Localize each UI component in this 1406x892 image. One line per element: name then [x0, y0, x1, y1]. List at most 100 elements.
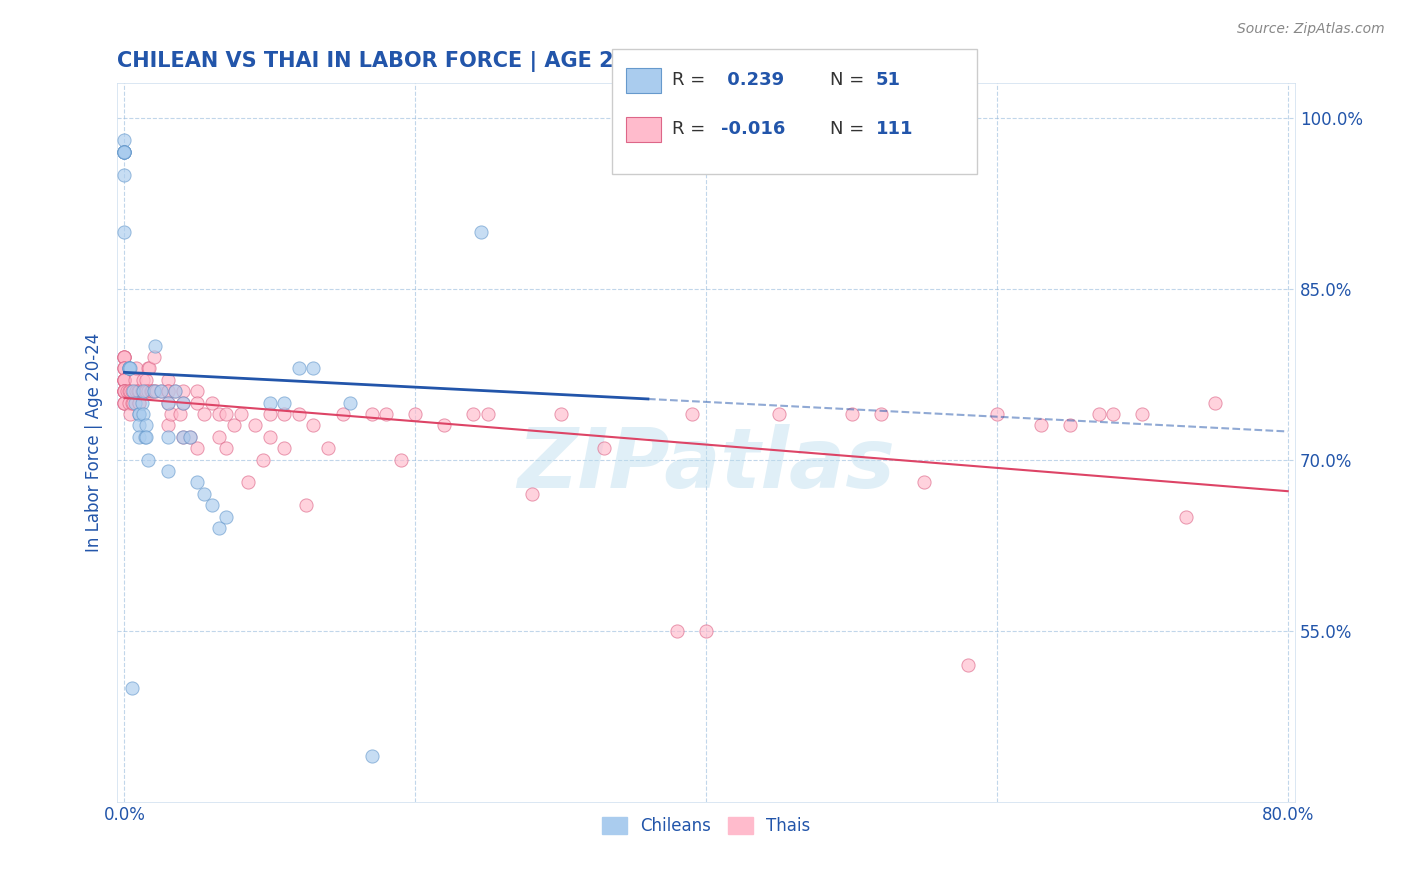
Point	[302, 361, 325, 376]
Point	[114, 384, 136, 399]
Point	[869, 407, 891, 421]
Point	[114, 350, 136, 364]
Point	[259, 395, 281, 409]
Point	[157, 395, 180, 409]
Point	[114, 350, 136, 364]
Point	[128, 395, 150, 409]
Point	[986, 407, 1008, 421]
Point	[134, 384, 156, 399]
Point	[912, 475, 935, 490]
Point	[134, 430, 156, 444]
Text: 51: 51	[876, 71, 901, 89]
Point	[132, 384, 155, 399]
Point	[157, 464, 180, 478]
Point	[695, 624, 717, 638]
Point	[114, 361, 136, 376]
Point	[122, 384, 145, 399]
Point	[114, 361, 136, 376]
Point	[389, 452, 412, 467]
Point	[1059, 418, 1081, 433]
Point	[288, 361, 311, 376]
Point	[121, 681, 143, 695]
Point	[114, 373, 136, 387]
Point	[179, 430, 201, 444]
Point	[128, 430, 150, 444]
Point	[215, 509, 238, 524]
Legend: Chileans, Thais: Chileans, Thais	[593, 809, 818, 844]
Point	[114, 145, 136, 159]
Point	[477, 407, 499, 421]
Point	[252, 452, 274, 467]
Point	[131, 395, 153, 409]
Point	[136, 361, 159, 376]
Text: 111: 111	[876, 120, 914, 138]
Point	[114, 361, 136, 376]
Point	[1102, 407, 1125, 421]
Point	[160, 407, 183, 421]
Point	[114, 145, 136, 159]
Point	[128, 407, 150, 421]
Point	[143, 338, 166, 352]
Point	[302, 418, 325, 433]
Point	[118, 395, 141, 409]
Point	[125, 384, 148, 399]
Point	[131, 384, 153, 399]
Point	[114, 373, 136, 387]
Point	[124, 373, 146, 387]
Point	[128, 384, 150, 399]
Point	[172, 395, 194, 409]
Point	[208, 521, 231, 535]
Point	[172, 430, 194, 444]
Point	[128, 418, 150, 433]
Point	[121, 395, 143, 409]
Point	[118, 361, 141, 376]
Point	[157, 395, 180, 409]
Point	[141, 384, 163, 399]
Point	[157, 384, 180, 399]
Point	[114, 350, 136, 364]
Point	[273, 395, 295, 409]
Point	[114, 225, 136, 239]
Point	[169, 407, 191, 421]
Point	[375, 407, 398, 421]
Point	[360, 749, 382, 764]
Point	[550, 407, 572, 421]
Point	[135, 430, 157, 444]
Point	[142, 350, 165, 364]
Point	[114, 145, 136, 159]
Point	[122, 395, 145, 409]
Text: CHILEAN VS THAI IN LABOR FORCE | AGE 20-24 CORRELATION CHART: CHILEAN VS THAI IN LABOR FORCE | AGE 20-…	[117, 51, 922, 71]
Point	[681, 407, 703, 421]
Point	[114, 384, 136, 399]
Point	[172, 395, 194, 409]
Point	[120, 407, 142, 421]
Text: R =: R =	[672, 71, 711, 89]
Point	[1130, 407, 1153, 421]
Point	[128, 407, 150, 421]
Point	[136, 452, 159, 467]
Point	[222, 418, 245, 433]
Point	[637, 145, 659, 159]
Point	[157, 373, 180, 387]
Point	[186, 441, 208, 455]
Text: Source: ZipAtlas.com: Source: ZipAtlas.com	[1237, 22, 1385, 37]
Point	[157, 384, 180, 399]
Point	[118, 361, 141, 376]
Text: 0.239: 0.239	[721, 71, 785, 89]
Point	[114, 384, 136, 399]
Point	[332, 407, 354, 421]
Point	[229, 407, 252, 421]
Point	[193, 487, 215, 501]
Point	[132, 373, 155, 387]
Point	[114, 373, 136, 387]
Point	[136, 384, 159, 399]
Point	[360, 407, 382, 421]
Point	[142, 384, 165, 399]
Point	[128, 395, 150, 409]
Point	[404, 407, 426, 421]
Point	[470, 225, 492, 239]
Point	[259, 407, 281, 421]
Point	[114, 145, 136, 159]
Point	[201, 498, 224, 512]
Point	[114, 373, 136, 387]
